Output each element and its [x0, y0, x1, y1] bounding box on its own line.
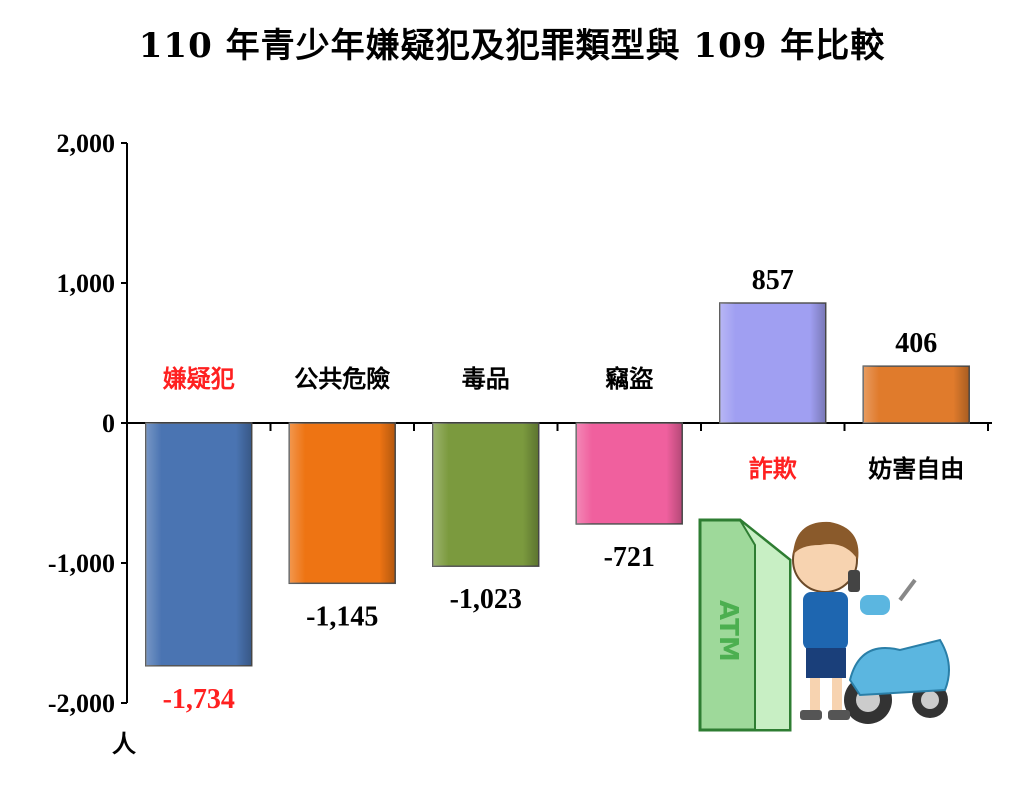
- category-label: 公共危險: [294, 365, 390, 393]
- scooter-icon: [844, 578, 950, 724]
- person-on-phone-icon: [792, 521, 860, 720]
- category-label: 妨害自由: [868, 455, 964, 483]
- category-label: 詐欺: [749, 455, 797, 483]
- chart-title: 110 年青少年嫌疑犯及犯罪類型與 109 年比較: [138, 26, 886, 66]
- atm-scam-illustration: ATM: [698, 518, 950, 732]
- category-label: 竊盜: [605, 365, 653, 393]
- bar-bevel: [719, 303, 826, 423]
- category-label: 毒品: [462, 365, 510, 393]
- bar-bevel: [863, 366, 970, 423]
- category-label: 嫌疑犯: [163, 365, 235, 393]
- value-label: -1,734: [163, 684, 235, 715]
- value-label: 857: [752, 265, 794, 296]
- value-label: -1,145: [306, 601, 378, 632]
- y-axis-unit-label: 人: [112, 730, 136, 758]
- bar-bevel: [432, 423, 539, 567]
- y-tick-label: -1,000: [48, 549, 115, 578]
- value-label: -1,023: [450, 584, 522, 615]
- value-label: -721: [604, 542, 655, 573]
- value-label: 406: [895, 328, 937, 359]
- y-tick-label: 0: [102, 409, 115, 438]
- atm-text: ATM: [713, 600, 743, 662]
- y-tick-label: -2,000: [48, 689, 115, 718]
- bar-bevel: [576, 423, 683, 524]
- y-tick-label: 1,000: [57, 269, 116, 298]
- y-tick-label: 2,000: [57, 129, 116, 158]
- bar-bevel: [145, 423, 252, 666]
- bar-bevel: [289, 423, 396, 584]
